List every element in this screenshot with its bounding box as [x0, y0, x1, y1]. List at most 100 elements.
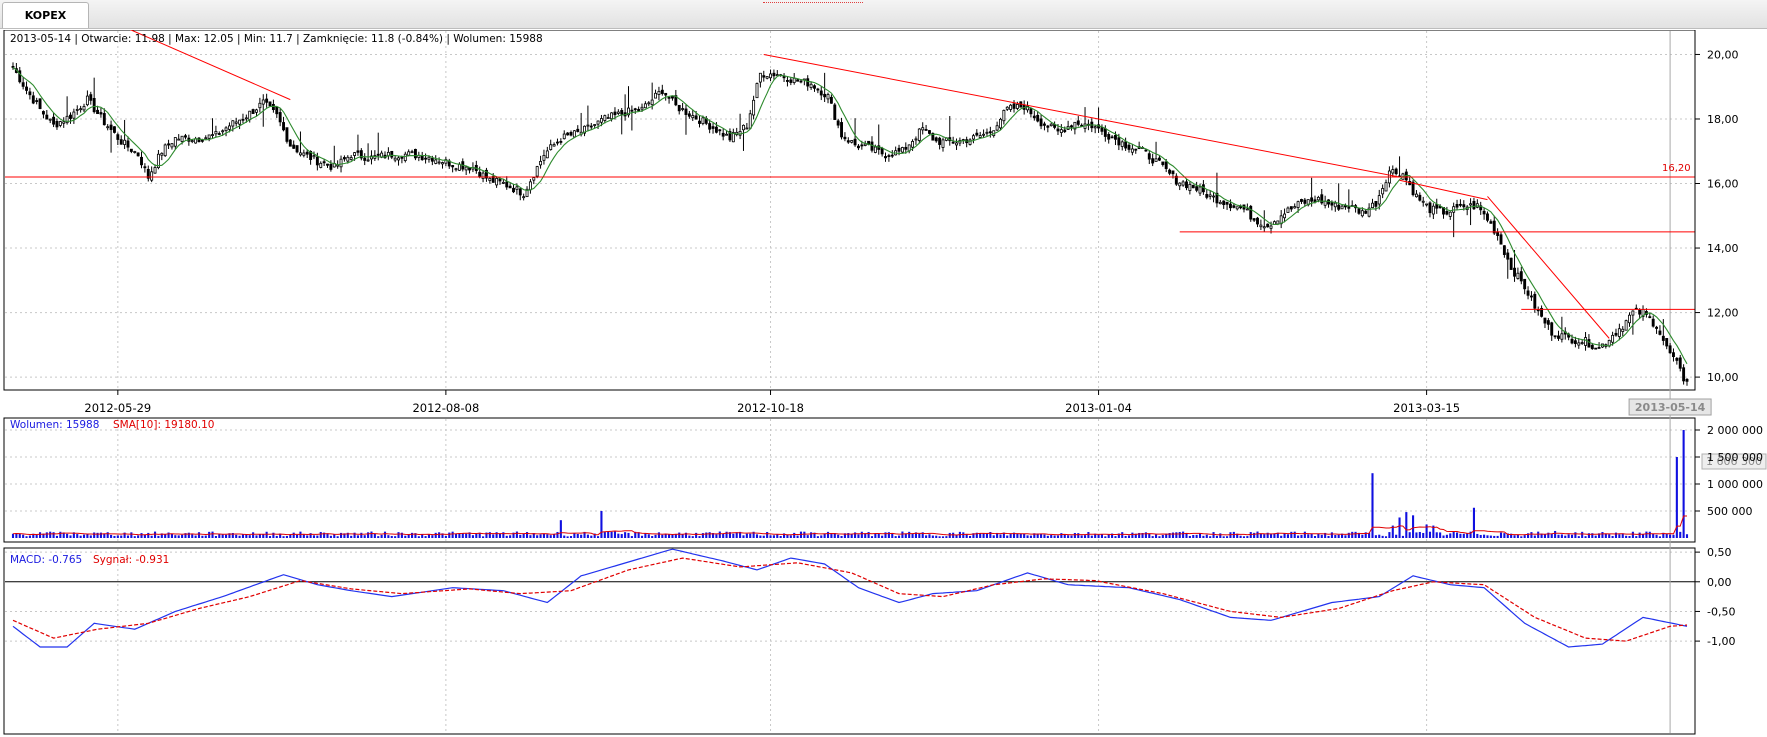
price-candle: [714, 126, 718, 133]
volume-bar: [955, 534, 958, 538]
volume-bar: [488, 532, 491, 538]
price-candle: [857, 145, 860, 149]
volume-bar: [1506, 533, 1509, 538]
volume-bar: [1283, 533, 1286, 538]
volume-bar: [718, 531, 721, 538]
volume-bar: [1313, 536, 1317, 538]
price-candle: [75, 109, 79, 111]
volume-bar: [1493, 535, 1496, 538]
price-candle: [552, 144, 556, 147]
tab-kopex[interactable]: KOPEX: [2, 2, 89, 28]
price-candle: [1188, 183, 1192, 191]
volume-bar: [316, 535, 319, 538]
price-candle: [583, 125, 586, 134]
price-candle: [156, 153, 160, 169]
x-tick: 2012-10-18: [737, 401, 804, 415]
volume-bar: [600, 511, 603, 538]
price-candle: [1455, 203, 1459, 208]
volume-bar: [113, 535, 116, 538]
price-candle: [1056, 128, 1060, 132]
volume-bar: [502, 532, 505, 538]
price-candle: [400, 156, 404, 159]
volume-bar: [810, 532, 813, 538]
volume-bar: [597, 536, 600, 538]
volume-bar: [194, 535, 197, 538]
volume-bar: [1415, 532, 1418, 538]
volume-bar: [1503, 533, 1506, 538]
price-candle: [982, 133, 986, 136]
volume-bar: [965, 534, 968, 538]
price-candle: [1584, 337, 1587, 346]
price-candle: [407, 151, 411, 156]
price-candle: [123, 139, 127, 145]
volume-bar: [55, 535, 59, 538]
volume-bar: [1591, 533, 1594, 538]
volume-bar: [326, 533, 329, 538]
price-candle: [1032, 115, 1036, 119]
volume-bar: [1327, 535, 1330, 538]
price-candle: [809, 83, 813, 88]
volume-bar: [1662, 532, 1665, 538]
volume-bar: [1510, 533, 1513, 538]
volume-bar: [1297, 535, 1300, 538]
x-tick: 2013-03-15: [1393, 401, 1460, 415]
volume-bar: [289, 534, 292, 538]
price-candle: [410, 151, 414, 154]
price-candle: [752, 99, 756, 116]
price-candle: [556, 141, 559, 144]
volume-bar: [904, 533, 907, 538]
volume-bar: [1604, 533, 1607, 538]
price-candle: [755, 83, 759, 99]
price-candle: [1580, 342, 1584, 345]
volume-bar: [1621, 533, 1624, 538]
price-candle: [728, 131, 732, 141]
chart-area[interactable]: 2013-05-14 | Otwarcie: 11.98 | Max: 12.0…: [0, 30, 1767, 737]
volume-bar: [1023, 533, 1026, 538]
volume-bar: [1645, 531, 1648, 538]
volume-bar: [769, 535, 772, 538]
price-candle: [823, 93, 827, 98]
price-candle: [143, 166, 147, 169]
price-candle: [150, 171, 154, 181]
volume-bar: [1489, 535, 1492, 538]
volume-bar: [969, 535, 972, 538]
volume-bar: [627, 532, 630, 538]
price-candle: [1445, 211, 1449, 215]
volume-bar: [1029, 535, 1032, 538]
volume-bar: [1246, 536, 1249, 538]
price-candle: [1533, 293, 1537, 309]
volume-bar: [803, 531, 806, 538]
price-candle: [1107, 134, 1111, 140]
price-candle: [45, 114, 49, 120]
price-candle: [1283, 213, 1287, 219]
volume-bar: [197, 532, 201, 538]
macd-y-tick: -0,50: [1707, 605, 1735, 618]
price-candle: [1428, 202, 1432, 214]
price-candle: [539, 161, 543, 166]
price-candle: [941, 139, 945, 148]
volume-y-axis: 2 000 000 1 500 000 1 000 000 500 000: [1707, 424, 1763, 518]
volume-bar: [1330, 532, 1333, 538]
price-candle: [745, 127, 749, 130]
volume-bar: [1527, 533, 1530, 538]
volume-bar: [1229, 532, 1232, 538]
price-candle: [1320, 194, 1324, 204]
volume-bar: [1300, 534, 1303, 538]
volume-bar: [711, 533, 715, 538]
price-candle: [424, 157, 428, 160]
price-candle: [106, 126, 110, 129]
volume-bar: [1324, 532, 1327, 538]
trendline: [763, 53, 1400, 178]
price-y-axis: 20,00 18,00 16,00 14,00 12,00 10,00: [1707, 48, 1739, 384]
volume-bar: [1628, 535, 1631, 538]
volume-bar: [569, 536, 573, 538]
price-candle: [353, 152, 357, 156]
price-candle: [65, 115, 69, 124]
volume-bar: [864, 533, 867, 538]
volume-bar: [204, 535, 207, 538]
volume-bar: [820, 535, 823, 538]
price-candle: [1293, 206, 1297, 209]
volume-bar: [1675, 457, 1678, 538]
volume-bar: [1182, 531, 1185, 538]
price-candle: [789, 79, 793, 83]
